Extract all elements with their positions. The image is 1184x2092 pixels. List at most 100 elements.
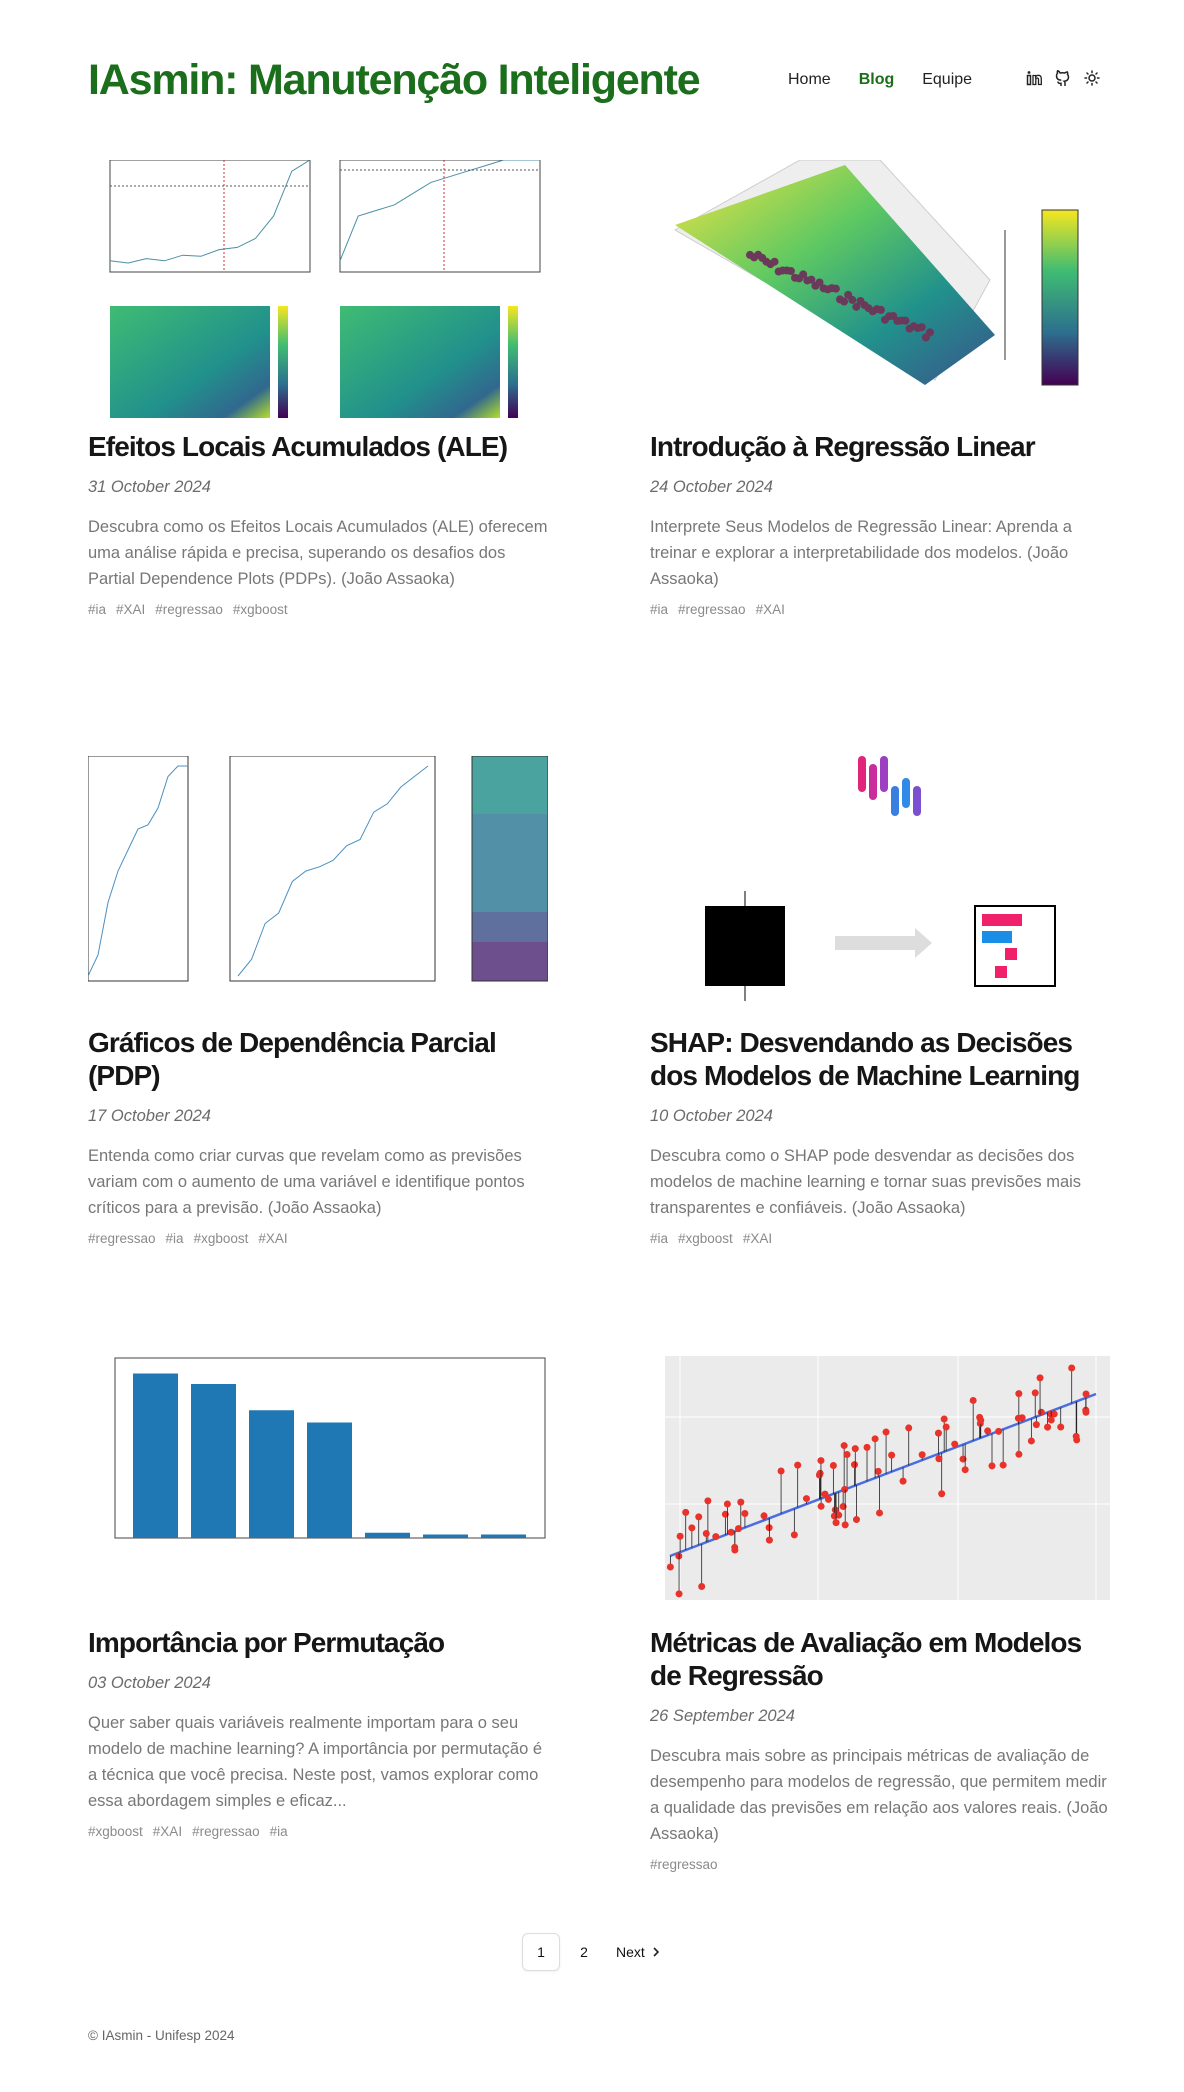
tag[interactable]: #xgboost <box>88 1824 143 1839</box>
graphic-shape <box>917 323 926 332</box>
post-title[interactable]: Introdução à Regressão Linear <box>650 431 1036 462</box>
graphic-shape <box>851 1445 859 1453</box>
graphic-shape <box>995 966 1007 978</box>
graphic-shape <box>307 1422 352 1538</box>
graphic-shape <box>840 297 849 306</box>
post-thumbnail[interactable] <box>88 160 548 418</box>
post-thumbnail[interactable] <box>88 1356 548 1614</box>
graphic-shape <box>961 1466 969 1474</box>
pagination: 1 2 Next <box>522 1933 669 1971</box>
graphic-shape <box>1005 948 1017 960</box>
graphic-shape <box>1015 1390 1023 1398</box>
linkedin-icon[interactable] <box>1026 70 1042 86</box>
graphic-shape <box>1044 1423 1052 1431</box>
graphic-shape <box>1084 70 1100 86</box>
tag[interactable]: #xgboost <box>193 1231 249 1246</box>
graphic-shape <box>721 1510 729 1518</box>
site-title[interactable]: IAsmin: Manutenção Inteligente <box>88 56 701 104</box>
graphic-shape <box>472 942 548 981</box>
graphic-shape <box>901 316 910 325</box>
graphic-shape <box>829 1461 837 1469</box>
tag[interactable]: #xgboost <box>678 1231 733 1246</box>
tag[interactable]: #regressao <box>678 602 746 617</box>
graphic-shape <box>675 1590 683 1598</box>
graphic-shape <box>1047 1416 1055 1424</box>
graphic-shape <box>191 1384 236 1538</box>
graphic-shape <box>705 906 785 986</box>
tag[interactable]: #regressao <box>192 1824 260 1839</box>
theme-toggle[interactable] <box>1084 70 1100 86</box>
graphic-shape <box>765 1536 773 1544</box>
tag[interactable]: #XAI <box>755 602 785 617</box>
graphic-shape <box>786 267 795 276</box>
graphic-shape <box>831 284 840 293</box>
tag[interactable]: #XAI <box>742 1231 773 1246</box>
post-card: Introdução à Regressão Linear 24 October … <box>650 160 1110 756</box>
post-title[interactable]: Efeitos Locais Acumulados (ALE) <box>88 431 508 462</box>
tag[interactable]: #XAI <box>152 1824 183 1839</box>
graphic-shape <box>777 1467 785 1475</box>
graphic-shape <box>880 756 888 792</box>
tag[interactable]: #XAI <box>258 1231 288 1246</box>
post-thumbnail[interactable] <box>88 756 548 1014</box>
graphic-shape <box>824 1495 832 1503</box>
graphic-shape <box>665 1356 1110 1600</box>
tag[interactable]: #ia <box>269 1824 288 1839</box>
graphic-shape <box>88 756 548 1014</box>
graphic-shape <box>951 1440 959 1448</box>
post-card: Importância por Permutação 03 October 202… <box>88 1356 548 1875</box>
post-thumbnail[interactable] <box>650 160 1110 418</box>
tag[interactable]: #regressao <box>88 1231 156 1246</box>
post-description: Descubra como os Efeitos Locais Acumulad… <box>88 518 548 588</box>
graphic-shape <box>841 1521 849 1529</box>
post-card: SHAP: Desvendando as Decisões dos Modelo… <box>650 756 1110 1356</box>
tag[interactable]: #ia <box>650 602 669 617</box>
tag[interactable]: #xgboost <box>232 602 288 617</box>
graphic-shape <box>653 1947 659 1957</box>
graphic-shape <box>340 306 500 418</box>
page-link[interactable]: 2 <box>580 1944 588 1960</box>
post-title[interactable]: Gráficos de Dependência Parcial (PDP) <box>88 1027 497 1091</box>
graphic-shape <box>876 305 885 314</box>
graphic-shape <box>278 306 288 418</box>
tag[interactable]: #regressao <box>155 602 223 617</box>
post-title[interactable]: SHAP: Desvendando as Decisões dos Modelo… <box>650 1027 1080 1091</box>
post-description: Interprete Seus Modelos de Regressão Lin… <box>650 518 1072 588</box>
graphic-shape <box>843 1451 851 1459</box>
post-title[interactable]: Métricas de Avaliação em Modelos de Regr… <box>650 1627 1082 1691</box>
graphic-shape <box>1095 81 1098 84</box>
graphic-shape <box>1027 71 1031 74</box>
graphic-shape <box>1055 70 1070 86</box>
graphic-shape <box>727 1528 735 1536</box>
nav-link[interactable]: Home <box>788 71 831 88</box>
post-thumbnail[interactable] <box>650 756 1110 1014</box>
graphic-shape <box>841 1485 849 1493</box>
post-card: Métricas de Avaliação em Modelos de Regr… <box>650 1356 1110 1875</box>
page-link[interactable]: 1 <box>522 1933 560 1971</box>
graphic-shape <box>852 302 861 311</box>
graphic-shape <box>899 1477 907 1485</box>
nav-link[interactable]: Blog <box>858 71 895 88</box>
github-icon[interactable] <box>1055 70 1071 86</box>
tag[interactable]: #ia <box>88 602 107 617</box>
post-thumbnail[interactable] <box>650 1356 1110 1614</box>
post-date: 26 September 2024 <box>650 1707 795 1725</box>
nav-link[interactable]: Equipe <box>922 71 973 88</box>
post-title[interactable]: Importância por Permutação <box>88 1627 445 1658</box>
graphic-shape <box>817 1457 825 1465</box>
graphic-shape <box>472 912 548 942</box>
graphic-shape <box>799 270 808 279</box>
next-label[interactable]: Next <box>616 1944 645 1960</box>
next-link[interactable]: Next <box>608 1944 669 1960</box>
graphic-shape <box>472 756 548 814</box>
post-card: Gráficos de Dependência Parcial (PDP) 17 … <box>88 756 548 1356</box>
post-grid: Efeitos Locais Acumulados (ALE) 31 Octobe… <box>88 160 1110 1875</box>
graphic-shape <box>934 1429 942 1437</box>
tag[interactable]: #ia <box>165 1231 184 1246</box>
graphic-shape <box>871 1435 879 1443</box>
post-description: Quer saber quais variáveis realmente imp… <box>88 1714 543 1810</box>
tag[interactable]: #XAI <box>116 602 146 617</box>
tag[interactable]: #ia <box>650 1231 669 1246</box>
tag[interactable]: #regressao <box>650 1857 718 1872</box>
